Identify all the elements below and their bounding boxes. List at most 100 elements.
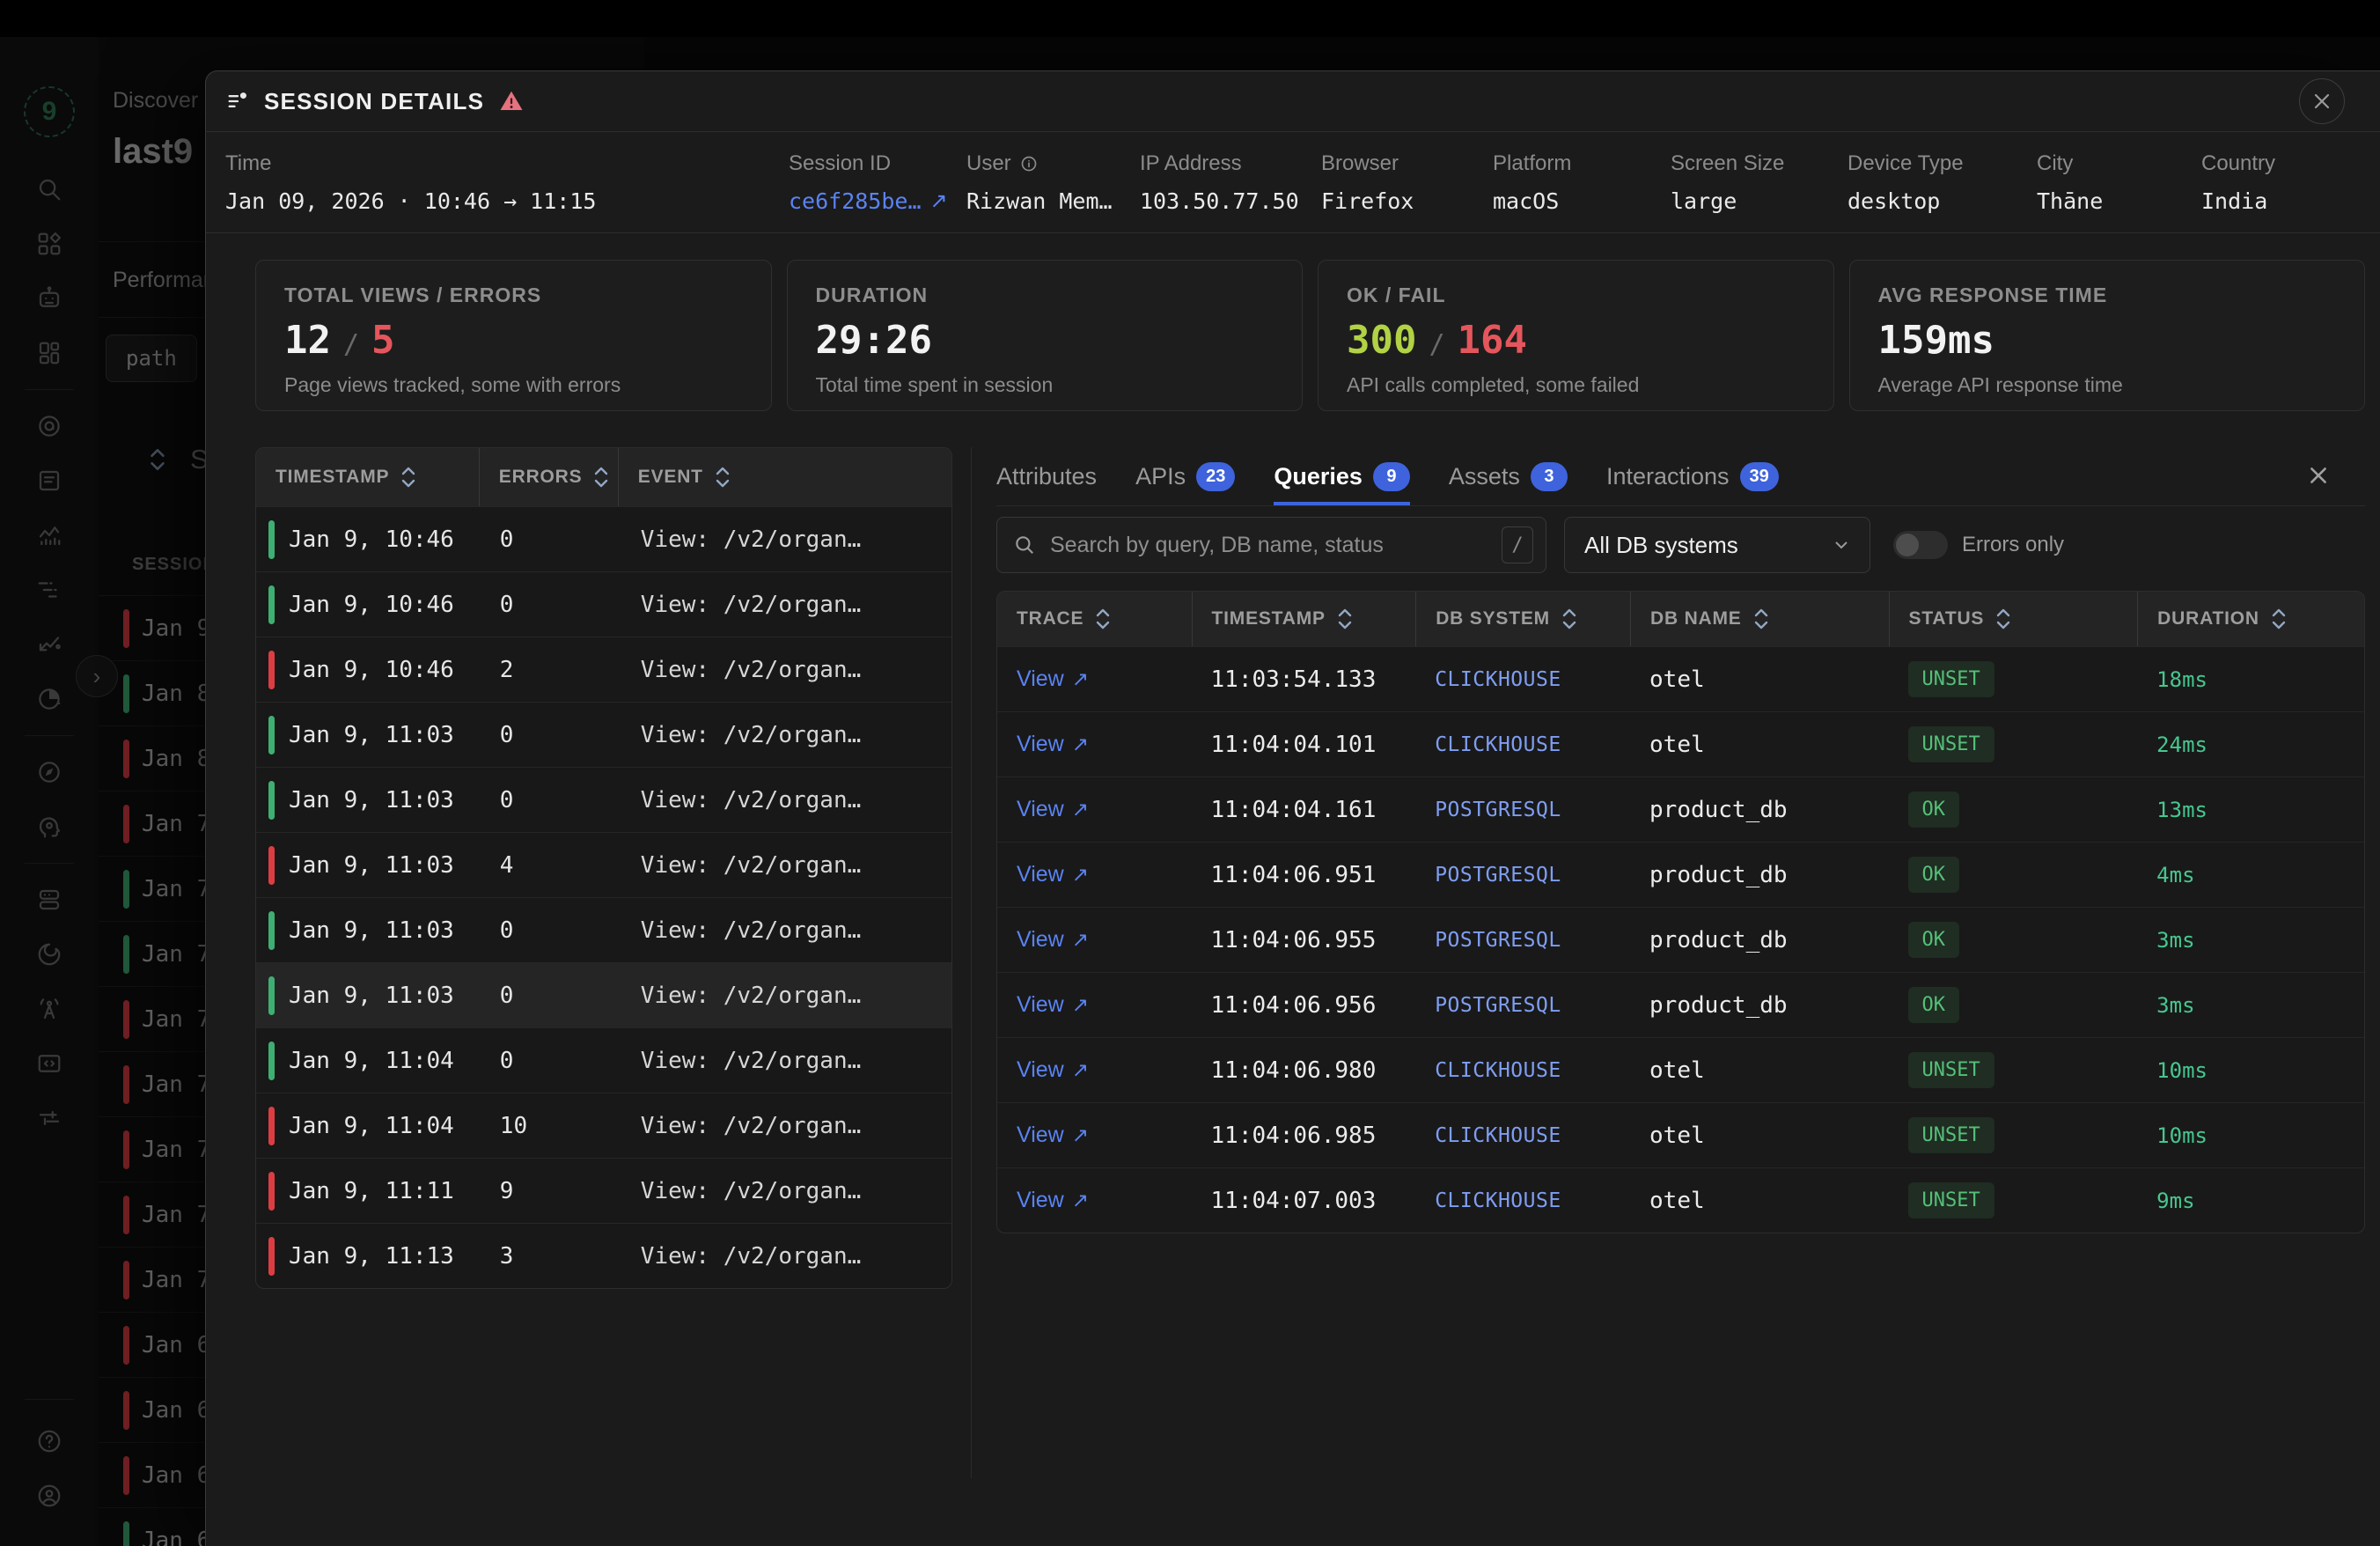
tab-assets[interactable]: Assets 3 [1449, 447, 1568, 505]
event-row[interactable]: Jan 9, 10:46 0 View: /v2/organ… [256, 506, 951, 571]
query-db-name: product_db [1630, 797, 1889, 823]
query-search[interactable]: / [996, 517, 1546, 573]
event-row[interactable]: Jan 9, 10:46 2 View: /v2/organ… [256, 637, 951, 702]
tab-interactions[interactable]: Interactions 39 [1606, 447, 1779, 505]
trace-link[interactable]: View↗ [1017, 992, 1089, 1018]
event-timestamp: Jan 9, 11:03 [289, 722, 454, 748]
meta-label: IP Address [1140, 151, 1321, 176]
trace-link[interactable]: View↗ [1017, 1057, 1089, 1083]
trace-link[interactable]: View↗ [1017, 862, 1089, 887]
stat-value: 29:26 / [816, 318, 1274, 363]
event-status-bar [268, 585, 275, 624]
sort-icon[interactable] [1336, 607, 1354, 631]
event-name: View: /v2/organ… [618, 1048, 951, 1074]
stat-primary: 159ms [1878, 318, 1994, 363]
event-row[interactable]: Jan 9, 10:46 0 View: /v2/organ… [256, 571, 951, 637]
external-link-icon[interactable]: ↗ [930, 188, 948, 214]
sort-icon[interactable] [400, 465, 417, 490]
event-timestamp: Jan 9, 11:11 [289, 1178, 454, 1204]
meta-field-screen-size: Screen Size large ↗ [1671, 151, 1847, 214]
search-input[interactable] [1048, 532, 1502, 559]
trace-link[interactable]: View↗ [1017, 1123, 1089, 1148]
query-db-name: otel [1630, 1123, 1889, 1149]
panel-close-icon[interactable] [2302, 459, 2335, 495]
column-header-errors[interactable]: ERRORS [479, 448, 618, 506]
stat-primary: 29:26 [816, 318, 932, 363]
event-row[interactable]: Jan 9, 11:11 9 View: /v2/organ… [256, 1158, 951, 1223]
panel-tabs: Attributes APIs 23 Queries [996, 447, 1779, 505]
meta-value-text: Rizwan Mem… [966, 188, 1113, 214]
column-header-event[interactable]: EVENT [618, 448, 951, 506]
trace-link[interactable]: View↗ [1017, 797, 1089, 822]
stat-card: TOTAL VIEWS / ERRORS 12 / 5 Page views t… [255, 260, 772, 411]
external-link-icon: ↗ [1072, 993, 1089, 1017]
modal-content: TIMESTAMP ERRORS EVENT Jan 9, 10:46 [255, 447, 2365, 1478]
meta-label-text: Platform [1493, 151, 1571, 176]
event-row[interactable]: Jan 9, 11:03 0 View: /v2/organ… [256, 897, 951, 962]
event-row[interactable]: Jan 9, 11:04 10 View: /v2/organ… [256, 1093, 951, 1158]
stat-card: DURATION 29:26 / Total time spent in ses… [787, 260, 1304, 411]
errors-only-toggle[interactable] [1893, 531, 1948, 559]
errors-only-label: Errors only [1962, 533, 2064, 557]
event-timestamp-cell: Jan 9, 10:46 [256, 585, 479, 624]
event-timestamp: Jan 9, 11:03 [289, 787, 454, 813]
event-row[interactable]: Jan 9, 11:04 0 View: /v2/organ… [256, 1027, 951, 1093]
tab-attributes[interactable]: Attributes [996, 447, 1097, 505]
sort-icon[interactable] [1094, 607, 1112, 631]
sort-icon[interactable] [2270, 607, 2288, 631]
meta-field-time: Time Jan 09, 2026 · 10:46 → 11:15 ↗ [225, 151, 789, 214]
queries-table: TRACE TIMESTAMP DB SYSTEM DB NAME STATUS… [996, 591, 2365, 1233]
errors-only-control: Errors only [1893, 531, 2064, 559]
query-timestamp: 11:04:06.951 [1192, 862, 1416, 888]
tab-count-badge: 23 [1196, 462, 1235, 491]
trace-link[interactable]: View↗ [1017, 927, 1089, 953]
db-system-select[interactable]: All DB systems [1564, 517, 1870, 573]
column-header-status[interactable]: STATUS [1889, 592, 2138, 646]
close-icon[interactable] [2299, 78, 2345, 124]
event-status-bar [268, 976, 275, 1015]
column-header-duration[interactable]: DURATION [2137, 592, 2364, 646]
query-row: View↗ 11:04:04.161 POSTGRESQL product_db… [997, 777, 2364, 842]
info-icon [1020, 155, 1038, 173]
sort-icon[interactable] [592, 465, 610, 490]
query-db-system: POSTGRESQL [1415, 929, 1630, 952]
query-duration: 4ms [2137, 863, 2364, 887]
column-header-db-system[interactable]: DB SYSTEM [1415, 592, 1630, 646]
sort-icon[interactable] [1994, 607, 2012, 631]
event-row[interactable]: Jan 9, 11:03 0 View: /v2/organ… [256, 767, 951, 832]
trace-link[interactable]: View↗ [1017, 732, 1089, 757]
event-timestamp: Jan 9, 10:46 [289, 592, 454, 618]
meta-field-session-id: Session ID ce6f285be… ↗ [789, 151, 966, 214]
event-row[interactable]: Jan 9, 11:03 4 View: /v2/organ… [256, 832, 951, 897]
column-header-db-name[interactable]: DB NAME [1630, 592, 1889, 646]
event-row[interactable]: Jan 9, 11:03 0 View: /v2/organ… [256, 702, 951, 767]
query-status-badge: UNSET [1908, 1182, 1994, 1218]
query-timestamp: 11:03:54.133 [1192, 666, 1416, 693]
sort-icon[interactable] [1561, 607, 1578, 631]
search-icon [1013, 534, 1036, 556]
event-status-bar [268, 911, 275, 950]
tab-queries[interactable]: Queries 9 [1274, 447, 1410, 505]
trace-link[interactable]: View↗ [1017, 1188, 1089, 1213]
trace-link[interactable]: View↗ [1017, 666, 1089, 692]
column-header-timestamp[interactable]: TIMESTAMP [1192, 592, 1416, 646]
event-timestamp-cell: Jan 9, 11:03 [256, 911, 479, 950]
meta-value: ce6f285be… ↗ [789, 188, 966, 214]
sort-icon[interactable] [714, 465, 731, 490]
sort-icon[interactable] [1752, 607, 1770, 631]
external-link-icon: ↗ [1072, 667, 1089, 691]
external-link-icon: ↗ [1072, 928, 1089, 952]
column-header-trace[interactable]: TRACE [997, 592, 1192, 646]
query-row: View↗ 11:04:06.956 POSTGRESQL product_db… [997, 972, 2364, 1037]
column-header-timestamp[interactable]: TIMESTAMP [256, 448, 479, 506]
event-errors: 0 [479, 592, 618, 618]
tab-apis[interactable]: APIs 23 [1135, 447, 1235, 505]
meta-label: Country [2201, 151, 2380, 176]
meta-field-city: City Thāne ↗ [2037, 151, 2201, 214]
meta-field-country: Country India ↗ [2201, 151, 2380, 214]
event-timestamp: Jan 9, 11:04 [289, 1048, 454, 1074]
query-db-system: CLICKHOUSE [1415, 668, 1630, 691]
event-row[interactable]: Jan 9, 11:13 3 View: /v2/organ… [256, 1223, 951, 1288]
panel-tabs-row: Attributes APIs 23 Queries [996, 447, 2365, 506]
event-row[interactable]: Jan 9, 11:03 0 View: /v2/organ… [256, 962, 951, 1027]
